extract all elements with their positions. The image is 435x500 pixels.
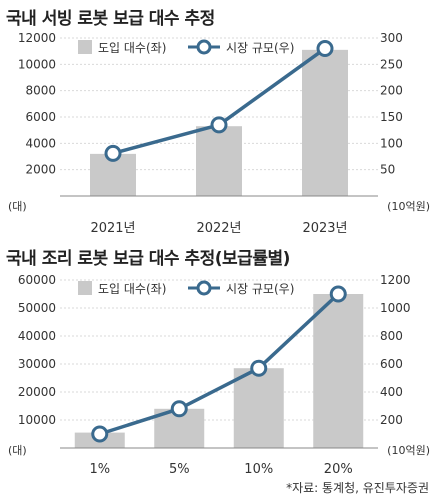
- line-marker: [210, 116, 228, 134]
- right-tick-label: 250: [380, 57, 403, 71]
- left-tick-label: 10000: [18, 57, 56, 71]
- legend-bar-swatch: [78, 40, 92, 54]
- legend-bar-label: 도입 대수(좌): [98, 41, 166, 55]
- chart1-title: 국내 서빙 로봇 보급 대수 추정: [6, 9, 215, 29]
- right-tick-label: 100: [380, 136, 403, 150]
- left-tick-label: 4000: [25, 136, 56, 150]
- x-tick-label: 5%: [169, 462, 190, 477]
- right-tick-label: 1000: [380, 301, 411, 315]
- right-tick-label: 150: [380, 110, 403, 124]
- right-unit-label: (10억원): [387, 200, 430, 213]
- right-tick-label: 300: [380, 31, 403, 45]
- left-tick-label: 12000: [18, 31, 56, 45]
- bar: [233, 368, 284, 448]
- left-unit-label: (대): [8, 200, 27, 213]
- legend-bar-swatch: [78, 281, 92, 295]
- left-tick-label: 40000: [18, 329, 56, 343]
- left-tick-label: 2000: [25, 163, 56, 177]
- right-tick-label: 600: [380, 357, 403, 371]
- bar: [196, 126, 242, 196]
- x-tick-label: 2023년: [302, 221, 347, 236]
- x-tick-label: 2021년: [90, 221, 135, 236]
- line-marker: [316, 40, 334, 58]
- x-tick-label: 1%: [89, 462, 110, 477]
- legend-line-marker: [196, 39, 212, 55]
- line-marker: [250, 359, 268, 377]
- left-unit-label: (대): [8, 444, 27, 457]
- left-tick-label: 50000: [18, 301, 56, 315]
- left-tick-label: 6000: [25, 110, 56, 124]
- x-tick-label: 2022년: [196, 221, 241, 236]
- cooking-robot-chart: 10000 20000 30000 40000 50000 60000 200 400 600 8…: [8, 273, 430, 477]
- line-marker: [329, 285, 347, 303]
- left-tick-label: 20000: [18, 385, 56, 399]
- line-marker: [170, 400, 188, 418]
- legend-line-marker: [196, 280, 212, 296]
- left-tick-label: 30000: [18, 357, 56, 371]
- x-tick-label: 10%: [244, 462, 273, 477]
- right-tick-label: 200: [380, 413, 403, 427]
- x-tick-label: 20%: [324, 462, 353, 477]
- right-tick-label: 400: [380, 385, 403, 399]
- line-marker: [91, 425, 109, 443]
- right-unit-label: (10억원): [387, 444, 430, 457]
- market-size-line: [99, 292, 340, 436]
- right-tick-label: 200: [380, 84, 403, 98]
- source-note: *자료: 통계청, 유진투자증권: [286, 481, 429, 495]
- right-tick-label: 50: [380, 163, 395, 177]
- bar: [302, 49, 348, 196]
- bar: [313, 294, 364, 448]
- legend-line-label: 시장 규모(우): [226, 41, 294, 55]
- left-tick-label: 60000: [18, 273, 56, 287]
- legend-bar-label: 도입 대수(좌): [98, 282, 166, 296]
- serving-robot-chart: 2000 4000 6000 8000 10000 12000 50 100 150 200 250…: [8, 31, 430, 236]
- legend-line-label: 시장 규모(우): [226, 282, 294, 296]
- right-tick-label: 800: [380, 329, 403, 343]
- right-tick-label: 1200: [380, 273, 411, 287]
- chart2-title: 국내 조리 로봇 보급 대수 추정(보급률별): [6, 249, 290, 269]
- left-tick-label: 8000: [25, 84, 56, 98]
- line-marker: [104, 144, 122, 162]
- left-tick-label: 10000: [18, 413, 56, 427]
